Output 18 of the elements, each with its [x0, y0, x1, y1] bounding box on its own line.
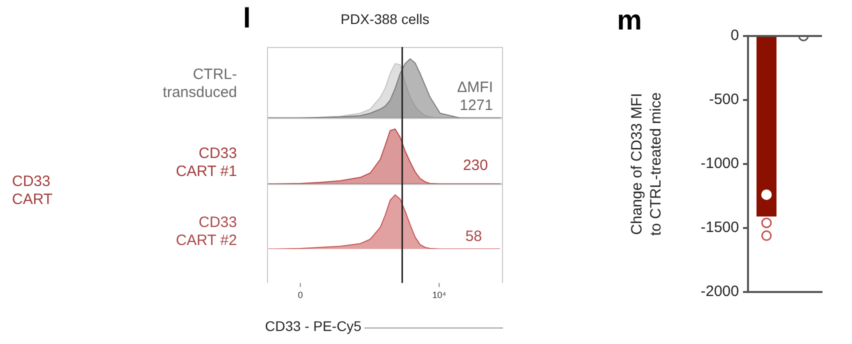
text: l — [243, 2, 251, 34]
annotation: 230 — [462, 157, 488, 174]
text: CD33 CART — [12, 173, 53, 208]
y-axis-title: CTRL- transduced — [162, 66, 237, 102]
x-axis-title: CD33 - PE-Cy5 — [265, 318, 362, 334]
y-axis-title: Change of CD33 MFI to CTRL-treated mice — [628, 92, 665, 236]
annotation: 58 — [465, 228, 482, 246]
y-tick-label: 0 — [730, 27, 739, 44]
y-tick-label: -2000 — [700, 283, 739, 300]
annotation: ΔMFI 1271 — [457, 79, 493, 114]
y-tick-label: -1500 — [700, 219, 739, 236]
y-tick-label: -500 — [708, 91, 739, 108]
y-axis-title: CD33 CART #1 — [176, 145, 237, 180]
y-axis-title: CD33 CART #2 — [176, 214, 237, 250]
chart-title: PDX-388 cells — [340, 10, 430, 27]
y-tick-label: -1000 — [700, 155, 739, 172]
x-tick-label: 10⁴ — [432, 290, 446, 300]
text: m — [617, 4, 642, 36]
